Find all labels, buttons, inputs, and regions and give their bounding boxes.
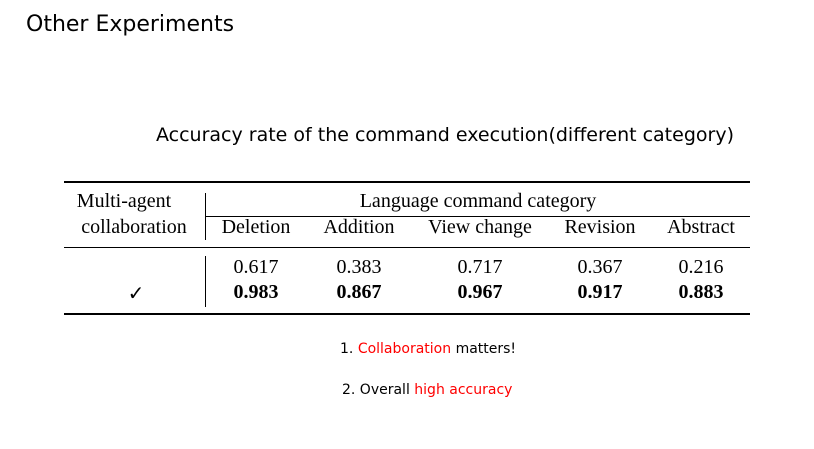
column-header-abstract: Abstract — [667, 216, 735, 238]
table-vertical-divider-header — [205, 193, 206, 240]
note-1-highlight: Collaboration — [357, 341, 452, 357]
cell-row1-abstract: 0.216 — [678, 256, 724, 278]
note-2-highlight: high accuracy — [414, 382, 513, 398]
row-header-line-1: Multi-agent — [76, 190, 172, 212]
cell-row1-deletion: 0.617 — [233, 256, 279, 278]
cell-row2-view-change: 0.967 — [457, 281, 503, 303]
cell-row2-abstract: 0.883 — [678, 281, 724, 303]
note-2-prefix: 2. Overall — [342, 382, 415, 398]
note-1-suffix: matters! — [451, 341, 517, 357]
table-top-rule — [64, 181, 750, 183]
note-1-prefix: 1. — [340, 341, 358, 357]
column-header-revision: Revision — [564, 216, 636, 238]
table-bottom-rule — [64, 313, 750, 315]
cell-row1-revision: 0.367 — [577, 256, 623, 278]
note-accuracy: 2. Overall high accuracy — [342, 382, 512, 398]
table-vertical-divider-body — [205, 256, 206, 307]
column-header-view-change: View change — [428, 216, 532, 238]
slide-title: Other Experiments — [26, 12, 235, 37]
group-header: Language command category — [359, 190, 597, 212]
cell-row2-deletion: 0.983 — [233, 281, 279, 303]
column-header-addition: Addition — [323, 216, 395, 238]
checkmark-icon: ✓ — [127, 283, 145, 305]
cell-row2-addition: 0.867 — [336, 281, 382, 303]
results-table: Multi-agent collaboration Language comma… — [64, 181, 750, 315]
cell-row1-view-change: 0.717 — [457, 256, 503, 278]
cell-row2-revision: 0.917 — [577, 281, 623, 303]
column-header-deletion: Deletion — [221, 216, 291, 238]
table-header-rule — [64, 247, 750, 248]
note-collaboration: 1. Collaboration matters! — [340, 341, 516, 357]
table-caption: Accuracy rate of the command execution(d… — [156, 124, 734, 146]
table-group-rule — [206, 216, 750, 217]
cell-row1-addition: 0.383 — [336, 256, 382, 278]
row-header-line-2: collaboration — [81, 216, 187, 238]
